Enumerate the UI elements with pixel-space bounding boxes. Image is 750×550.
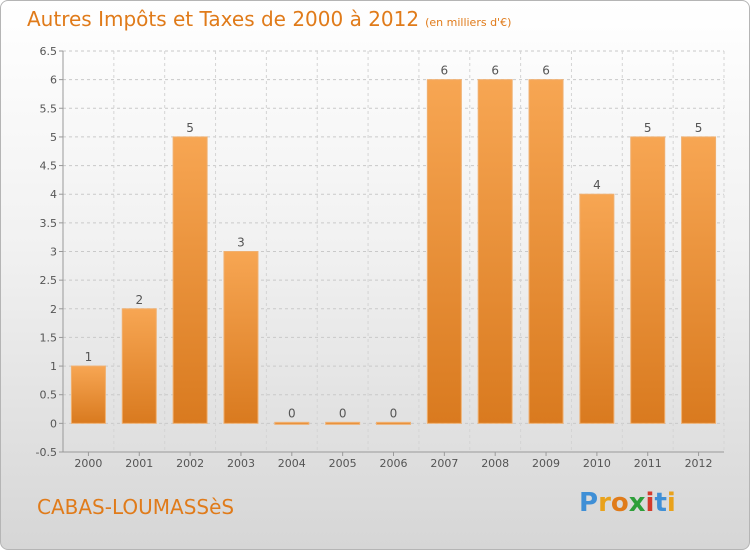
value-label-2004: 0 bbox=[288, 406, 296, 420]
commune-name: CABAS-LOUMASSèS bbox=[37, 495, 235, 519]
value-labels: 1 2 5 3 0 0 0 6 6 6 4 5 5 bbox=[85, 64, 703, 421]
y-tick-label: 5 bbox=[50, 131, 57, 144]
y-tick-label: 2.5 bbox=[40, 274, 58, 287]
value-label-2006: 0 bbox=[390, 406, 398, 420]
logo-letter: i bbox=[666, 488, 676, 518]
y-tick-label: 0 bbox=[50, 417, 57, 430]
x-tick-label-2002: 2002 bbox=[176, 457, 204, 470]
x-tick-label-2005: 2005 bbox=[329, 457, 357, 470]
proxiti-logo: Proxiti bbox=[579, 488, 676, 518]
logo-letter: P bbox=[579, 488, 599, 518]
x-tick-label-2009: 2009 bbox=[532, 457, 560, 470]
bar-2007 bbox=[426, 79, 462, 424]
x-tick-label-2011: 2011 bbox=[634, 457, 662, 470]
logo-letter: o bbox=[610, 488, 629, 518]
y-tick-label: -0.5 bbox=[36, 446, 57, 459]
y-tick-label: 1.5 bbox=[40, 331, 58, 344]
x-tick-label-2012: 2012 bbox=[685, 457, 713, 470]
value-label-2005: 0 bbox=[339, 406, 347, 420]
value-label-2012: 5 bbox=[695, 121, 703, 135]
bars bbox=[70, 79, 717, 425]
x-tick-label-2000: 2000 bbox=[74, 457, 102, 470]
bar-2005 bbox=[325, 421, 361, 425]
bar-2003 bbox=[223, 251, 259, 424]
value-label-2010: 4 bbox=[593, 178, 601, 192]
y-tick-label: 2 bbox=[50, 303, 57, 316]
x-tick-labels: 2000 2001 2002 2003 2004 2005 2006 2007 2008 2009… bbox=[74, 452, 713, 470]
bar-2001 bbox=[121, 308, 157, 424]
x-tick-label-2004: 2004 bbox=[278, 457, 306, 470]
bar-2000 bbox=[70, 365, 106, 424]
logo-letter: t bbox=[654, 488, 667, 518]
value-label-2003: 3 bbox=[237, 236, 245, 250]
y-tick-labels: -0.5 0 0.5 1 1.5 2 2.5 3 3.5 4 4.5 5 5.5 6 6.5 bbox=[36, 45, 57, 459]
y-tick-label: 4 bbox=[50, 188, 57, 201]
value-label-2011: 5 bbox=[644, 121, 652, 135]
y-tick-label: 4.5 bbox=[40, 160, 58, 173]
bar-2006 bbox=[376, 421, 411, 425]
chart-title: Autres Impôts et Taxes de 2000 à 2012 (en… bbox=[27, 7, 511, 31]
x-tick-label-2003: 2003 bbox=[227, 457, 255, 470]
y-tick-label: 6 bbox=[50, 74, 57, 87]
bar-2012 bbox=[681, 136, 717, 424]
y-tick-label: 3 bbox=[50, 246, 57, 259]
y-tick-label: 3.5 bbox=[40, 217, 58, 230]
bar-2008 bbox=[477, 79, 513, 424]
bar-2011 bbox=[630, 136, 666, 424]
value-label-2001: 2 bbox=[135, 293, 143, 307]
value-label-2002: 5 bbox=[186, 121, 194, 135]
x-tick-label-2006: 2006 bbox=[380, 457, 408, 470]
logo-letter: r bbox=[598, 488, 611, 518]
bar-2002 bbox=[172, 136, 208, 424]
logo-letter: x bbox=[628, 488, 646, 518]
y-tick-label: 0.5 bbox=[40, 389, 58, 402]
title-text: Autres Impôts et Taxes de 2000 à 2012 bbox=[27, 7, 420, 31]
y-tick-label: 1 bbox=[50, 360, 57, 373]
x-tick-label-2010: 2010 bbox=[583, 457, 611, 470]
value-label-2007: 6 bbox=[441, 64, 449, 78]
bar-2010 bbox=[579, 193, 615, 424]
x-tick-label-2001: 2001 bbox=[125, 457, 153, 470]
bar-2004 bbox=[274, 421, 310, 425]
x-tick-label-2008: 2008 bbox=[481, 457, 509, 470]
x-tick-label-2007: 2007 bbox=[430, 457, 458, 470]
value-label-2008: 6 bbox=[491, 64, 499, 78]
y-tick-label: 6.5 bbox=[40, 45, 58, 58]
bar-2009 bbox=[528, 79, 564, 424]
value-label-2009: 6 bbox=[542, 64, 550, 78]
y-tick-label: 5.5 bbox=[40, 102, 58, 115]
value-label-2000: 1 bbox=[85, 350, 93, 364]
logo-letter: i bbox=[645, 488, 655, 518]
unit-label: (en milliers d'€) bbox=[425, 16, 512, 29]
